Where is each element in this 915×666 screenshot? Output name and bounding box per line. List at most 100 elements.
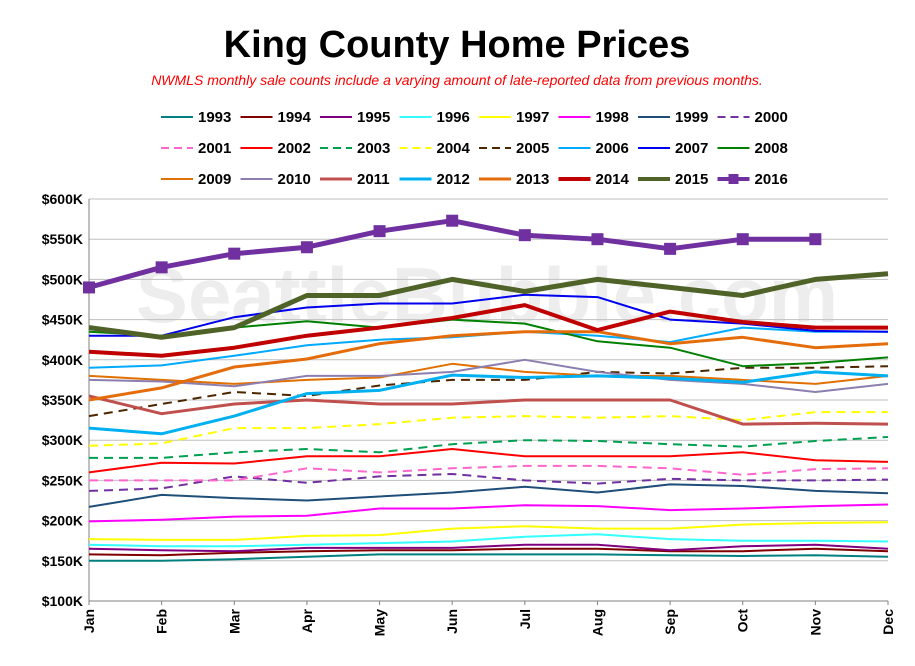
y-tick-label: $150K: [42, 553, 83, 569]
series-line-2004: [88, 411, 888, 447]
legend-item-1995: 1995: [320, 109, 390, 126]
legend-item-2016: 2016: [717, 171, 788, 188]
data-point-2016: [155, 261, 168, 274]
legend-item-2007: 2007: [638, 140, 708, 157]
legend-label: 2009: [198, 171, 231, 188]
series-line-1997: [88, 521, 889, 541]
legend-label: 2010: [278, 171, 311, 188]
series-line-2000: [88, 473, 889, 492]
x-tick-label: Jun: [444, 609, 460, 634]
y-tick-label: $350K: [42, 392, 83, 408]
legend-item-2012: 2012: [399, 171, 470, 188]
legend-item-2014: 2014: [558, 171, 630, 188]
y-tick-label: $500K: [42, 271, 83, 287]
series-line-1998: [88, 503, 889, 523]
data-point-2016: [300, 241, 313, 254]
x-tick-label: Oct: [735, 609, 751, 633]
legend-item-2006: 2006: [558, 140, 629, 157]
series-line-1995: [88, 543, 889, 553]
legend-label: 2003: [357, 140, 390, 157]
legend-item-2010: 2010: [240, 171, 311, 188]
legend-label: 2016: [755, 171, 788, 188]
legend-item-2001: 2001: [161, 140, 231, 157]
data-point-2016: [373, 225, 386, 238]
y-tick-label: $300K: [42, 432, 83, 448]
legend-label: 1998: [596, 109, 629, 126]
y-tick-label: $250K: [42, 472, 83, 488]
series-line-1993: [89, 553, 889, 562]
legend-label: 2002: [278, 140, 311, 157]
y-tick-label: $100K: [42, 593, 83, 609]
legend-label: 2000: [755, 109, 788, 126]
data-point-2016: [664, 242, 677, 255]
legend-item-1998: 1998: [558, 109, 629, 126]
x-tick-label: Jan: [81, 609, 97, 633]
y-tick-label: $400K: [42, 352, 83, 368]
y-tick-label: $550K: [42, 231, 83, 247]
legend-label: 2006: [596, 140, 629, 157]
series-line-1994: [88, 547, 889, 557]
legend-label: 1997: [516, 109, 549, 126]
x-tick-label: Feb: [154, 609, 170, 634]
y-tick-label: $200K: [42, 513, 83, 529]
series-line-2001: [89, 464, 889, 482]
legend-item-2008: 2008: [717, 140, 788, 157]
series-line-2010: [88, 358, 889, 393]
legend-item-1999: 1999: [638, 109, 708, 126]
legend-label: 1995: [357, 109, 390, 126]
legend-label: 1993: [198, 109, 231, 126]
legend-label: 1994: [278, 109, 312, 126]
y-tick-label: $600K: [42, 191, 83, 207]
data-point-2016: [809, 233, 822, 246]
series-line-2002: [88, 448, 889, 474]
legend-label: 2005: [516, 140, 549, 157]
chart-title: King County Home Prices: [224, 24, 691, 66]
legend-item-2009: 2009: [161, 171, 231, 188]
legend-label: 2004: [437, 140, 471, 157]
data-point-2016: [591, 233, 604, 246]
legend-label: 2007: [675, 140, 708, 157]
x-tick-label: Sep: [662, 609, 678, 635]
legend-item-1996: 1996: [399, 109, 470, 126]
series-line-2014: [88, 303, 888, 358]
legend: 1993 1994 1995 1996 1997 1998 1999 2000 2001 2002…: [161, 109, 788, 188]
series-line-2005: [88, 365, 889, 418]
plot-area: $100K $150K $200K $250K $300K $350K $400K $450K…: [42, 191, 896, 636]
series-line-2013: [88, 330, 889, 402]
series-line-2012: [88, 370, 889, 436]
legend-label: 2014: [596, 171, 630, 188]
chart-subtitle: NWMLS monthly sale counts include a vary…: [151, 72, 763, 88]
legend-item-2003: 2003: [320, 140, 390, 157]
x-tick-label: May: [372, 609, 388, 636]
legend-item-2000: 2000: [717, 109, 788, 126]
legend-label: 1996: [437, 109, 470, 126]
legend-label: 2012: [437, 171, 470, 188]
legend-item-1993: 1993: [161, 109, 231, 126]
series-line-2011: [88, 394, 889, 426]
data-point-2016: [518, 229, 531, 242]
legend-label: 2015: [675, 171, 708, 188]
x-tick-label: Dec: [880, 609, 896, 635]
series-line-2015: [88, 271, 889, 340]
legend-label: 2001: [198, 140, 231, 157]
legend-item-1994: 1994: [240, 109, 312, 126]
legend-item-2013: 2013: [479, 171, 549, 188]
x-tick-label: Aug: [589, 609, 605, 636]
legend-label: 2013: [516, 171, 549, 188]
x-tick-label: Mar: [226, 608, 242, 633]
data-point-2016: [228, 247, 241, 260]
legend-item-1997: 1997: [479, 109, 549, 126]
legend-label: 2008: [755, 140, 788, 157]
legend-item-2011: 2011: [320, 171, 390, 188]
x-tick-label: Nov: [807, 609, 823, 636]
legend-item-2015: 2015: [638, 171, 708, 188]
legend-marker: [728, 174, 739, 184]
series-line-1999: [88, 483, 889, 508]
data-point-2016: [446, 214, 459, 227]
legend-label: 2011: [357, 171, 390, 188]
legend-label: 1999: [675, 109, 708, 126]
legend-item-2005: 2005: [479, 140, 549, 157]
legend-item-2004: 2004: [399, 140, 471, 157]
series-line-2003: [89, 436, 889, 459]
